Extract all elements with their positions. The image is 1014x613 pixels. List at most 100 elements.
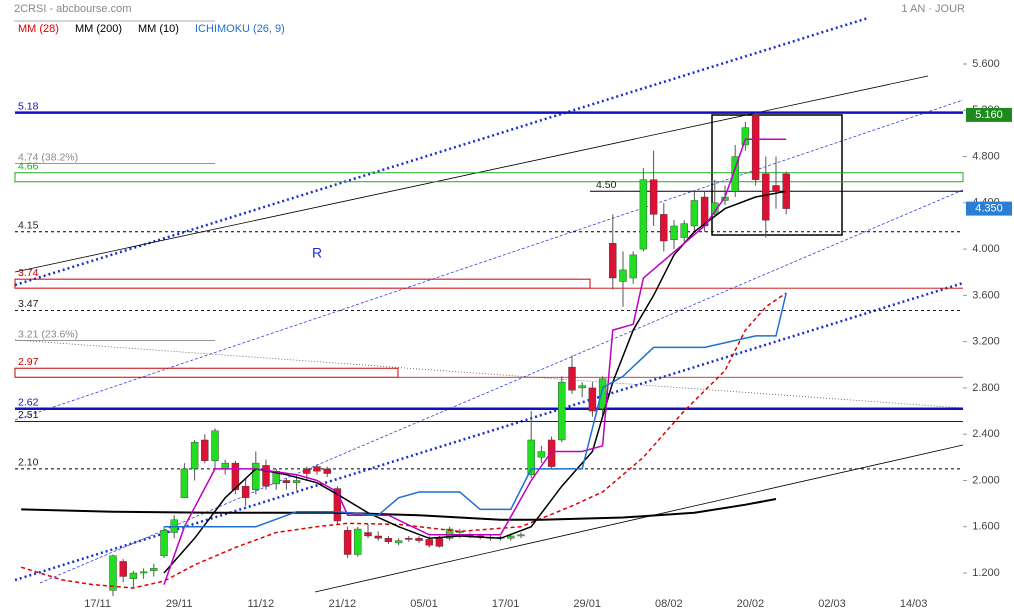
candle-body xyxy=(374,535,382,539)
candle-body xyxy=(405,538,413,540)
candle-body xyxy=(364,532,372,537)
ma-line xyxy=(20,292,787,589)
x-tick-label: 05/01 xyxy=(410,598,438,610)
candle-body xyxy=(558,381,566,441)
x-tick-label: 20/02 xyxy=(737,598,765,610)
x-tick-label: 02/03 xyxy=(818,598,846,610)
price-tag-label: 4.350 xyxy=(975,203,1003,215)
x-tick-label: 08/02 xyxy=(655,598,683,610)
candle-body xyxy=(741,127,750,146)
trend-down xyxy=(14,339,964,409)
level-label: 2.51 xyxy=(18,409,39,421)
y-tick-label: 3.200 xyxy=(972,336,1000,348)
candle-body xyxy=(343,529,352,555)
candle-body xyxy=(282,480,291,483)
candle-body xyxy=(609,243,617,279)
candle-body xyxy=(221,462,229,470)
x-tick-label: 29/11 xyxy=(166,598,193,610)
price-tag-label: 5.160 xyxy=(975,109,1003,121)
candle-body xyxy=(323,468,331,474)
candle-body xyxy=(568,366,576,391)
y-tick-label: 2.000 xyxy=(972,474,1000,486)
level-band xyxy=(14,278,591,289)
level-label: 3.74 xyxy=(18,267,39,279)
candle-body xyxy=(649,179,658,215)
x-tick-label: 14/03 xyxy=(900,598,928,610)
level-label: 5.18 xyxy=(18,100,39,112)
candle-body xyxy=(527,439,535,475)
ma-line xyxy=(164,292,787,528)
annotation: R xyxy=(312,245,322,261)
candle-body xyxy=(762,173,770,221)
candle-body xyxy=(711,202,719,215)
y-tick-label: 1.200 xyxy=(972,567,1000,579)
candle-body xyxy=(598,378,607,409)
level-label: 2.10 xyxy=(18,457,39,469)
x-tick-label: 29/01 xyxy=(573,598,601,610)
level-label: 2.62 xyxy=(18,397,39,409)
y-tick-label: 1.600 xyxy=(972,521,1000,533)
y-tick-label: 4.800 xyxy=(972,150,1000,162)
level-label: 4.66 xyxy=(18,161,39,173)
x-tick-label: 17/11 xyxy=(84,598,111,610)
level-band xyxy=(14,367,399,378)
source: 2CRSI - abcbourse.com xyxy=(14,3,131,15)
candle-body xyxy=(333,488,342,522)
channel-upper xyxy=(14,16,869,287)
y-tick-label: 3.600 xyxy=(972,289,1000,301)
candle-body xyxy=(629,254,637,279)
candle-body xyxy=(547,439,556,467)
candle-body xyxy=(394,540,403,544)
level-label: 3.21 (23.6%) xyxy=(18,328,78,340)
candle-body xyxy=(415,538,423,541)
candle-body xyxy=(670,225,678,241)
candle-body xyxy=(160,529,168,556)
candle-body xyxy=(435,538,444,547)
trend-lower xyxy=(314,444,964,593)
price-tag xyxy=(966,201,1012,216)
level-label: 2.97 xyxy=(18,356,39,368)
y-tick-label: 5.600 xyxy=(972,58,1000,70)
channel-mid-2 xyxy=(39,189,964,584)
candle-body xyxy=(751,114,760,180)
candle-body xyxy=(731,156,739,192)
candle-body xyxy=(507,535,515,539)
focus-box xyxy=(711,114,843,236)
y-tick-label: 2.400 xyxy=(972,428,1000,440)
candle-body xyxy=(109,555,117,591)
candle-body xyxy=(313,466,321,472)
candle-body xyxy=(262,465,270,487)
legend-entry: MM (200) xyxy=(75,23,122,35)
candle-body xyxy=(292,480,301,483)
candle-body xyxy=(445,528,454,539)
legend-entry: ICHIMOKU (26, 9) xyxy=(195,23,285,35)
candle-body xyxy=(537,451,546,458)
candle-body xyxy=(588,387,597,412)
candle-body xyxy=(190,442,199,470)
candle-body xyxy=(231,462,240,490)
period: 1 AN · JOUR xyxy=(901,3,965,15)
candle-body xyxy=(619,269,627,282)
candle-body xyxy=(690,200,699,227)
y-tick-label: 2.800 xyxy=(972,382,1000,394)
candle-body xyxy=(772,185,780,192)
level-label: 4.74 (38.2%) xyxy=(18,151,78,163)
candle-body xyxy=(211,430,219,461)
candle-body xyxy=(425,539,433,546)
candle-body xyxy=(180,468,189,499)
channel-mid-1 xyxy=(14,99,964,421)
legend-entry: MM (28) xyxy=(18,23,59,35)
candle-body xyxy=(139,571,148,574)
legend-entry: MM (10) xyxy=(138,23,179,35)
ma-line xyxy=(21,498,777,521)
level-label: 3.47 xyxy=(18,298,39,310)
candle-body xyxy=(119,561,127,577)
candle-body xyxy=(578,385,586,389)
level-label: 4.15 xyxy=(18,220,39,232)
level-band xyxy=(14,172,964,183)
candle-body xyxy=(354,528,362,555)
level-label: 4.50 xyxy=(596,179,617,191)
candle-body xyxy=(384,538,393,542)
